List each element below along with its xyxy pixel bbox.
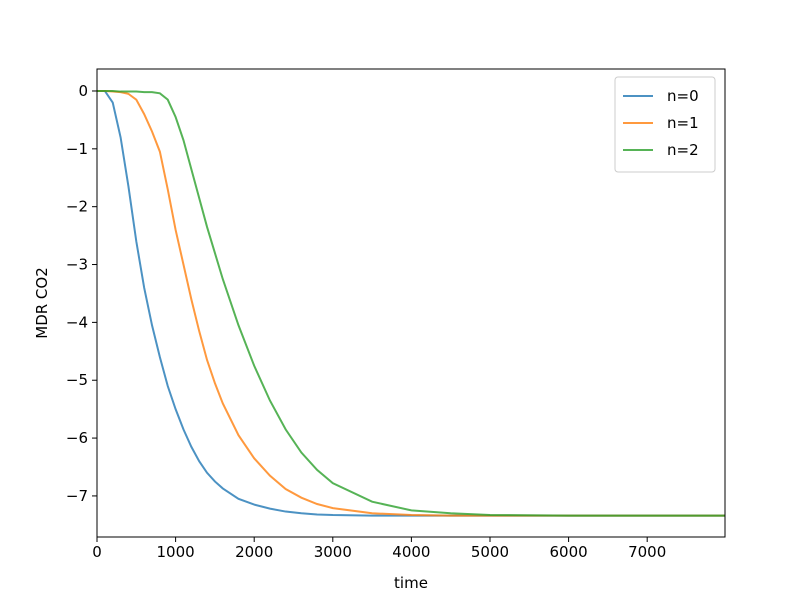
y-tick-label: −2: [66, 198, 88, 216]
y-tick-label: −3: [66, 256, 88, 274]
y-axis-label: MDR CO2: [33, 267, 51, 339]
legend-label: n=2: [667, 141, 699, 159]
y-tick-label: −7: [66, 487, 88, 505]
legend-label: n=0: [667, 87, 699, 105]
y-tick-label: −1: [66, 140, 88, 158]
x-tick-label: 4000: [392, 543, 430, 561]
y-tick-label: 0: [78, 82, 88, 100]
x-tick-label: 1000: [157, 543, 195, 561]
x-tick-label: 6000: [549, 543, 587, 561]
x-tick-label: 0: [92, 543, 102, 561]
x-axis-label: time: [394, 574, 428, 592]
legend-label: n=1: [667, 114, 699, 132]
y-tick-label: −5: [66, 371, 88, 389]
y-tick-label: −6: [66, 429, 88, 447]
x-tick-label: 7000: [628, 543, 666, 561]
plot-area: [97, 89, 725, 517]
x-tick-label: 2000: [235, 543, 273, 561]
series-line: [97, 89, 725, 517]
legend-box: [614, 76, 716, 173]
x-tick-label: 3000: [314, 543, 352, 561]
series-line: [97, 89, 725, 517]
x-tick-label: 5000: [471, 543, 509, 561]
y-tick-label: −4: [66, 313, 88, 331]
